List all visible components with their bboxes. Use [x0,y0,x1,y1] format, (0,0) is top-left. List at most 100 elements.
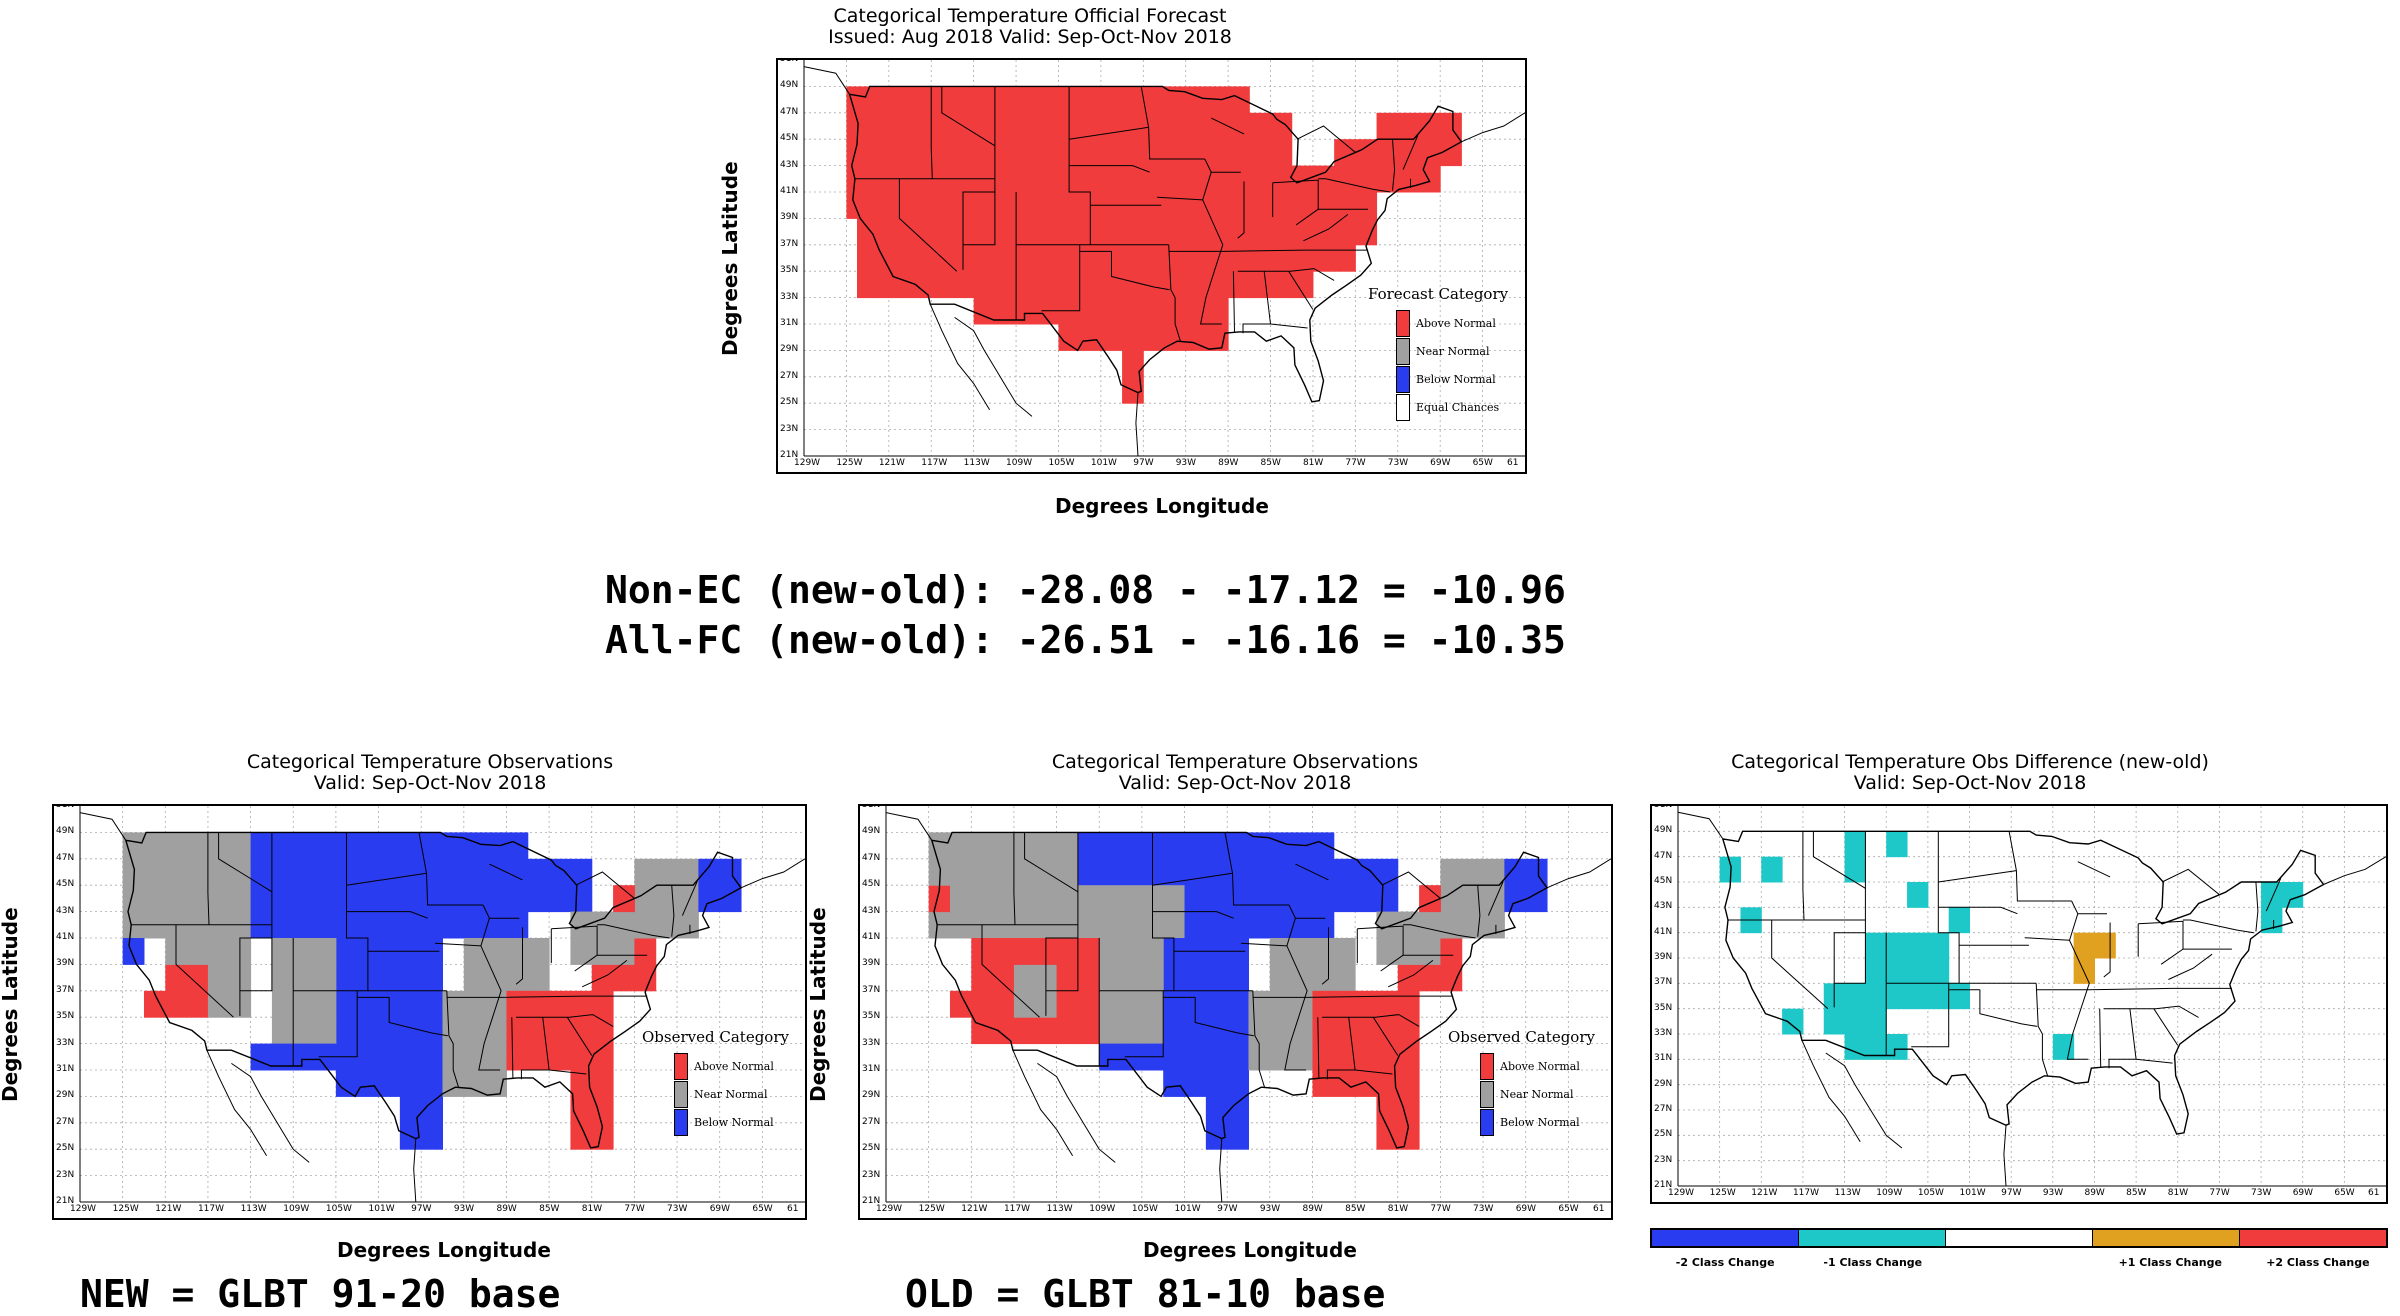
grid-cell [293,964,316,992]
new-base-label: NEW = GLBT 91-20 base [80,1272,561,1316]
grid-cell [1333,938,1356,965]
old-title-line1: Categorical Temperature Observations [1051,751,1419,773]
coastline [206,1049,268,1157]
grid-cell [1016,297,1038,325]
grid-cell [857,244,879,272]
grid-cell [1355,218,1378,246]
grid-cell [399,885,422,913]
grid-cell [1120,938,1143,965]
lat-tick-label: 21N [1654,1180,1673,1190]
grid-cell [1269,1043,1292,1071]
lon-tick-label: 73W [2251,1188,2272,1198]
grid-cell [1206,139,1229,167]
grid-cell [250,885,273,913]
coastline [929,303,991,411]
coastline [1801,1040,1861,1142]
lat-tick-label: 23N [780,423,799,434]
grid-cell [122,938,145,965]
grid-cell [857,218,879,246]
lon-tick-label: 73W [1473,1204,1494,1214]
state-boundary [418,832,483,906]
new-title-line1: Categorical Temperature Observations [246,751,614,773]
grid-cell [314,938,337,965]
grid-cell [1164,86,1187,114]
state-boundary [346,832,369,991]
state-boundary [1303,214,1349,242]
grid-cell [1205,990,1228,1018]
grid-cell [549,990,571,1018]
state-boundary [2103,922,2111,978]
state-boundary [1140,86,1205,160]
grid-cell [143,885,166,913]
grid-cell [570,858,593,886]
grid-cell [165,990,188,1018]
grid-cell [941,271,964,299]
grid-cell [1291,271,1314,299]
lat-tick-label: 31N [780,318,799,328]
grid-cell [1312,964,1335,992]
grid-cell [143,858,166,886]
legend-swatch [1480,1052,1494,1080]
grid-cell [992,832,1015,860]
grid-cell [1100,112,1123,140]
state-boundary [941,86,996,147]
state-boundary [515,927,523,985]
grid-cell [867,192,890,219]
lat-tick-label: 23N [862,1169,881,1180]
grid-cell [335,990,358,1018]
lon-tick-label: 81W [2167,1188,2189,1198]
grid-cell [963,218,985,246]
grid-cell [1205,964,1228,992]
grid-cell [677,885,699,913]
grid-cell [1184,858,1207,886]
grid-cell [463,1070,486,1097]
lon-tick-label: 65W [1472,458,1493,468]
grid-cell [186,964,209,992]
state-boundary [2077,861,2111,878]
state-boundary [963,192,996,246]
grid-cell [1143,139,1165,167]
grid-cell [1143,218,1165,246]
state-boundary [1288,270,1314,310]
state-boundary [2255,881,2259,932]
lat-tick-label: 33N [56,1037,75,1048]
grid-cell [1077,858,1100,886]
colorbar-label: +1 Class Change [2118,1256,2222,1269]
grid-cell [1099,858,1122,886]
grid-cell [698,858,721,886]
old-xlabel: Degrees Longitude [1143,1238,1357,1262]
colorbar-label: -1 Class Change [1823,1256,1923,1269]
grid-cell [506,1017,529,1045]
grid-cell [122,885,145,913]
grid-cell [591,990,614,1018]
lat-tick-label: 51N [780,58,799,64]
colorbar-segment [1799,1230,1946,1246]
lat-tick-label: 45N [780,133,799,144]
grid-cell [1079,86,1102,114]
grid-cell [442,1070,465,1097]
old-legend: Observed Category Above Normal Near Norma… [1448,1028,1595,1136]
coastline [2323,856,2386,885]
grid-cell [1886,983,1908,1010]
state-boundary [1199,158,1224,325]
grid-cell [1164,271,1187,299]
grid-cell [1077,911,1100,939]
coastline [79,812,127,841]
lon-tick-label: 101W [368,1204,395,1214]
grid-cell [1397,1043,1420,1071]
map-svg [79,806,805,1203]
grid-cell [1164,192,1187,219]
state-boundary [1152,832,1175,991]
grid-cell [1865,983,1887,1010]
lon-tick-label: 121W [961,1204,988,1214]
grid-cell [463,858,486,886]
grid-cell [1440,964,1463,992]
lat-tick-label: 47N [56,852,75,863]
grid-cell [399,832,422,860]
grid-cell [570,911,593,939]
grid-cell [1122,350,1144,378]
grid-cell [698,885,721,913]
legend-item: Near Normal [1480,1080,1595,1108]
lat-tick-label: 23N [56,1169,75,1180]
grid-cell [1907,958,1929,984]
